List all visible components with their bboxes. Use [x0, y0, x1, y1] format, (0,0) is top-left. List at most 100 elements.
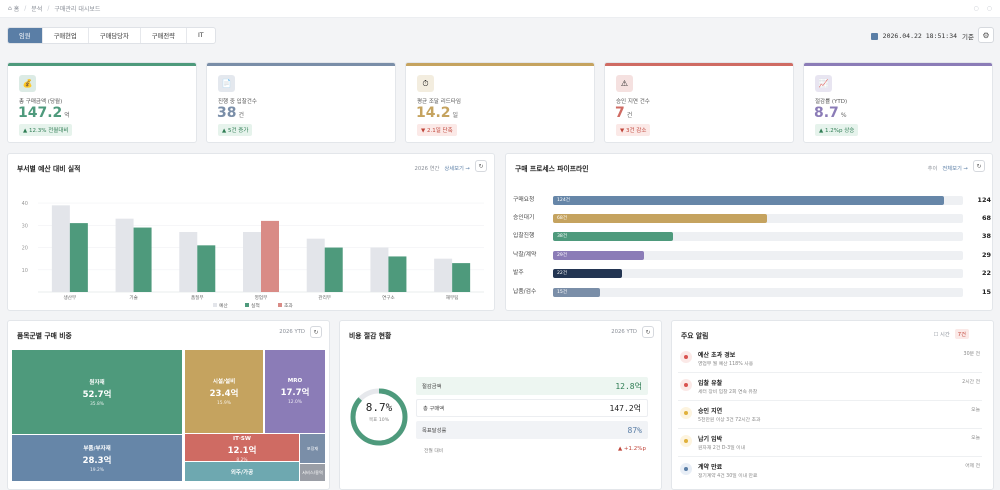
alert-item[interactable]: 납기 임박 원자재 2건 D-3일 이내 오늘 — [678, 430, 982, 457]
budget-period: 2026 연간 — [414, 166, 440, 172]
y-tick-label: 30 — [22, 223, 28, 229]
alert-item[interactable]: 예산 초과 경보 영업부 월 예산 118% 사용 30분 전 — [678, 346, 982, 373]
kpi-number: 8.7 — [814, 105, 839, 121]
treemap-category: 시설/설비 — [212, 379, 236, 385]
tab-purchase-field[interactable]: 구매현업 — [43, 28, 89, 43]
treemap-category: 원자재 — [89, 379, 105, 386]
kpi-number: 14.2 — [416, 105, 451, 121]
settings-button[interactable]: ⚙ — [978, 27, 994, 43]
breadcrumb-home[interactable]: 홈 — [13, 6, 20, 13]
tab-executive[interactable]: 임원 — [8, 28, 43, 43]
kpi-accent-bar — [605, 63, 793, 66]
kpi-value: 38 건 — [217, 105, 244, 121]
alert-item[interactable]: 입찰 유찰 세터 장비 입찰 2회 연속 유찰 2시간 전 — [678, 374, 982, 401]
pipeline-row[interactable]: 승인대기 68건 68 — [513, 213, 991, 223]
budget-bar — [179, 232, 198, 292]
restore-icon[interactable]: ○ — [986, 5, 992, 12]
pipeline-row[interactable]: 납품/검수 15건 15 — [513, 287, 991, 297]
pipeline-track: 22건 — [553, 269, 963, 278]
kpi-accent-bar — [804, 63, 992, 66]
pipeline-stage-label: 납품/검수 — [513, 289, 537, 295]
legend-swatch — [245, 303, 249, 307]
stopwatch-icon: ⏱ — [417, 75, 434, 92]
kpi-number: 38 — [217, 105, 237, 121]
treemap-value: 23.4억 — [209, 389, 239, 399]
savings-footer-key: 전월 대비 — [424, 449, 444, 454]
pipeline-stage-label: 승인대기 — [513, 215, 535, 221]
alerts-filter-label: 시간 — [940, 332, 950, 338]
pipeline-panel: 구매 프로세스 파이프라인 추이 전체보기 → ↻ 구매요청 124건 124 승인대… — [505, 153, 993, 311]
treemap-cell[interactable]: 외주/가공 — [185, 462, 299, 481]
pipeline-row[interactable]: 발주 22건 22 — [513, 268, 991, 278]
tab-buyer[interactable]: 구매담당자 — [89, 28, 141, 43]
budget-detail-link[interactable]: 상세보기 → — [444, 166, 470, 172]
treemap-value: 52.7억 — [82, 389, 112, 400]
alert-title: 예산 초과 경보 — [698, 352, 736, 359]
kpi-number: 7 — [615, 105, 625, 121]
pipeline-stage-label: 발주 — [513, 270, 524, 276]
donut-label: 목표 10% — [368, 418, 390, 423]
budget-refresh-button[interactable]: ↻ — [475, 160, 487, 172]
minimize-icon[interactable]: ○ — [973, 5, 979, 12]
pipeline-count: 38 — [981, 232, 991, 240]
pipeline-row[interactable]: 입찰진행 38건 38 — [513, 231, 991, 241]
savings-key: 총 구매액 — [423, 406, 445, 412]
savings-refresh-button[interactable]: ↻ — [642, 326, 654, 338]
document-icon: 📄 — [218, 75, 235, 92]
savings-row-achievement: 목표달성률 87% — [416, 421, 648, 439]
legend-swatch — [278, 303, 282, 307]
treemap-category: IT·SW — [233, 436, 251, 442]
alert-item[interactable]: 승인 지연 5천만원 이상 3건 72시간 초과 오늘 — [678, 402, 982, 429]
tab-strategy[interactable]: 구매전략 — [141, 28, 187, 43]
pipeline-view-all-link[interactable]: 전체보기 → — [942, 166, 968, 172]
treemap-cell[interactable]: MRO 17.7억 12.0% — [265, 350, 325, 433]
alert-status-icon — [680, 351, 692, 363]
donut-value: 8.7% — [365, 401, 393, 414]
tab-it[interactable]: IT — [197, 32, 204, 39]
legend-label: 실적 — [251, 302, 260, 309]
alerts-filter[interactable]: ☐ 시간 — [933, 332, 950, 338]
kpi-change: ▲ 5건 증가 — [218, 124, 253, 136]
treemap-cell[interactable]: 원자재 52.7억 35.8% — [12, 350, 182, 434]
kpi-unit: 억 — [64, 112, 70, 119]
category-refresh-button[interactable]: ↻ — [310, 326, 322, 338]
pipeline-fill: 38건 — [553, 232, 673, 241]
pipeline-stage-label: 낙찰/계약 — [513, 252, 537, 258]
pipeline-track: 29건 — [553, 251, 963, 260]
pipeline-fill: 29건 — [553, 251, 645, 260]
pipeline-count: 15 — [981, 288, 991, 296]
kpi-card[interactable]: ⏱ 평균 조달 리드타임 14.2 일 ▼ 2.1일 단축 — [405, 62, 595, 143]
kpi-label: 진행 중 입찰건수 — [218, 99, 257, 105]
legend-swatch — [213, 303, 217, 307]
treemap-cell[interactable]: 부품/부자재 28.3억 19.2% — [12, 435, 182, 481]
pipeline-row[interactable]: 구매요청 124건 124 — [513, 195, 991, 205]
pipeline-track: 38건 — [553, 232, 963, 241]
category-panel: 품목군별 구매 비중 2026 YTD ↻ 원자재 52.7억 35.8% 부품/부자… — [7, 320, 330, 490]
actual-bar — [69, 223, 88, 292]
breadcrumb-section[interactable]: 분석 — [31, 6, 43, 13]
home-icon[interactable]: ⌂ — [8, 5, 12, 12]
pipeline-row[interactable]: 낙찰/계약 29건 29 — [513, 250, 991, 260]
category-title: 품목군별 구매 비중 — [17, 332, 72, 340]
kpi-card[interactable]: ⚠ 승인 지연 건수 7 건 ▼ 3건 감소 — [604, 62, 794, 143]
savings-row-amount: 절감금액 12.8억 — [416, 377, 648, 395]
alert-item[interactable]: 계약 만료 정기계약 4건 30일 이내 만료 어제 전 — [678, 458, 982, 485]
kpi-unit: % — [840, 112, 847, 119]
kpi-card[interactable]: 📈 절감률 (YTD) 8.7% ▲ 1.2%p 상승 — [803, 62, 993, 143]
x-tick-label: 영업부 — [255, 294, 268, 301]
pipeline-refresh-button[interactable]: ↻ — [973, 160, 985, 172]
savings-row-total: 총 구매액 147.2억 — [416, 399, 648, 417]
treemap-cell[interactable]: 시설/설비 23.4억 15.9% — [185, 350, 263, 433]
treemap-cell[interactable]: 서비스/용역 — [300, 464, 325, 481]
kpi-card[interactable]: 💰 총 구매금액 (당월) 147.2 억 ▲ 12.3% 전월대비 — [7, 62, 197, 143]
kpi-card[interactable]: 📄 진행 중 입찰건수 38 건 ▲ 5건 증가 — [206, 62, 396, 143]
actual-bar — [133, 227, 152, 292]
treemap-cell[interactable]: IT·SW 12.1억 8.2% — [185, 434, 299, 463]
x-tick-label: 기술 — [129, 294, 137, 301]
treemap-cell[interactable]: 포장재 — [300, 434, 325, 463]
kpi-unit: 일 — [452, 112, 459, 119]
alert-time: 어제 전 — [965, 464, 980, 469]
kpi-accent-bar — [8, 63, 196, 66]
